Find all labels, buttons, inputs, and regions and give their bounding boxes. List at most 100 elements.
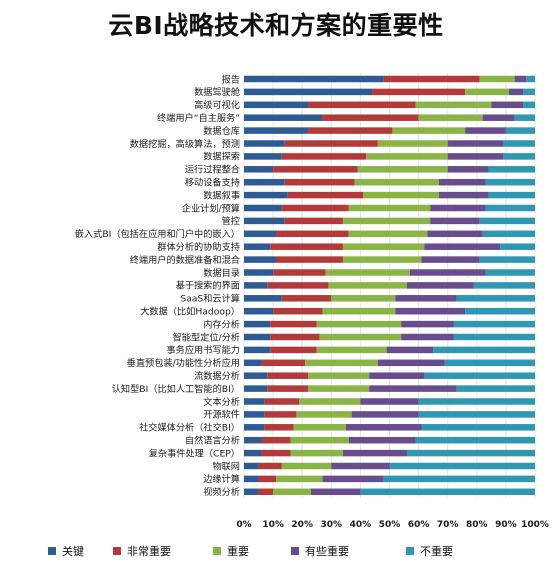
- bar-segment: [281, 153, 367, 160]
- legend-label: 重要: [227, 545, 249, 558]
- bar-segment: [299, 398, 361, 405]
- legend-swatch: [113, 547, 121, 555]
- legend-swatch: [291, 547, 299, 555]
- bar-segment: [261, 436, 291, 444]
- bar-segment: [290, 436, 349, 444]
- bar-segment: [244, 475, 259, 483]
- bar-segment: [348, 436, 416, 444]
- category-label: 智能型定位/分析: [173, 331, 240, 343]
- category-label: 企业计划/预算: [182, 202, 240, 214]
- bar-segment: [305, 359, 378, 367]
- bar-segment: [418, 114, 483, 121]
- page-title: 云BI战略技术和方案的重要性: [108, 11, 444, 40]
- bar-segment: [244, 243, 271, 250]
- legend-label: 关键: [62, 545, 84, 558]
- bar-segment: [281, 204, 349, 212]
- bar-segment: [485, 178, 535, 186]
- bar-segment: [348, 204, 431, 212]
- bar-segment: [244, 488, 259, 496]
- bar-segment: [244, 462, 259, 470]
- bar-segment: [351, 411, 419, 418]
- legend-label: 有些重要: [305, 545, 349, 558]
- bar-segment: [261, 359, 306, 367]
- bar-segment: [244, 346, 271, 354]
- bar-segment: [424, 372, 535, 379]
- bar-segment: [430, 204, 486, 212]
- bar-segment: [456, 295, 535, 302]
- legend-item: 不重要: [406, 543, 453, 559]
- bar-segment: [502, 140, 535, 147]
- bar-segment: [401, 333, 454, 341]
- legend-item: 有些重要: [291, 543, 349, 559]
- bar-segment: [523, 101, 535, 109]
- bar-segment: [377, 359, 445, 367]
- bar-segment: [270, 320, 317, 328]
- bar-segment: [244, 411, 265, 418]
- bar-segment: [392, 127, 466, 134]
- bar-segment: [244, 398, 265, 405]
- bar-segment: [244, 436, 262, 444]
- bar-segment: [357, 166, 448, 173]
- bar-segment: [479, 256, 535, 263]
- bar-segment: [281, 462, 332, 470]
- x-tick-label: 20%: [291, 520, 313, 530]
- bar-segment: [296, 411, 352, 418]
- bar-segment: [348, 230, 428, 238]
- legend-item: 关键: [48, 543, 84, 559]
- bar-segment: [244, 282, 268, 289]
- bar-segment: [244, 166, 274, 173]
- bar-segment: [258, 488, 274, 496]
- bar-segment: [453, 320, 535, 328]
- bar-segment: [244, 127, 309, 134]
- bar-segment: [447, 140, 503, 147]
- category-label: 数据驾驶舱: [194, 86, 240, 98]
- bar-segment: [308, 385, 370, 392]
- bar-segment: [447, 166, 489, 173]
- x-tick-label: 40%: [350, 520, 372, 530]
- category-label: 开源软件: [203, 409, 240, 421]
- bar-segment: [438, 178, 486, 186]
- bar-segment: [447, 153, 503, 160]
- bar-segment: [389, 462, 535, 470]
- bar-segment: [270, 333, 320, 341]
- bar-segment: [415, 101, 492, 109]
- bar-segment: [308, 127, 393, 134]
- category-label: 复杂事件处理（CEP）: [149, 447, 240, 459]
- bar-segment: [273, 166, 358, 173]
- bar-segment: [514, 114, 535, 121]
- bar-segment: [267, 372, 309, 379]
- bar-segment: [342, 449, 407, 457]
- bar-segment: [331, 462, 390, 470]
- bar-segment: [418, 411, 535, 418]
- bar-segment: [342, 243, 425, 250]
- bar-segment: [409, 269, 486, 276]
- legend-swatch: [406, 547, 414, 555]
- x-tick-label: 80%: [466, 520, 488, 530]
- bar-segment: [383, 475, 535, 483]
- x-tick-label: 10%: [262, 520, 284, 530]
- bar-segment: [308, 372, 370, 379]
- bar-segment: [273, 269, 326, 276]
- bar-segment: [508, 88, 524, 96]
- bar-segment: [244, 295, 282, 302]
- bar-segment: [485, 269, 535, 276]
- bar-segment: [427, 230, 483, 238]
- category-label: 终端用户“自主服务”: [157, 112, 240, 124]
- category-label: 社交媒体分析（社交BI）: [139, 422, 240, 434]
- bar-segment: [488, 191, 535, 199]
- x-tick-label: 0%: [236, 520, 251, 530]
- bar-segment: [418, 398, 535, 405]
- category-label: 大数据（比如Hadoop）: [140, 306, 240, 318]
- bar-segment: [383, 75, 480, 83]
- bar-segment: [273, 307, 323, 315]
- bar-segment: [377, 140, 448, 147]
- bar-segment: [276, 475, 323, 483]
- bar-segment: [505, 127, 535, 134]
- category-label: 内存分析: [203, 318, 240, 330]
- category-label: 终端用户的数据准备和混合: [130, 254, 240, 266]
- x-tick-label: 50%: [379, 520, 401, 530]
- bar-segment: [244, 320, 271, 328]
- bar-segment: [485, 204, 535, 212]
- category-label: 数据仓库: [203, 125, 240, 137]
